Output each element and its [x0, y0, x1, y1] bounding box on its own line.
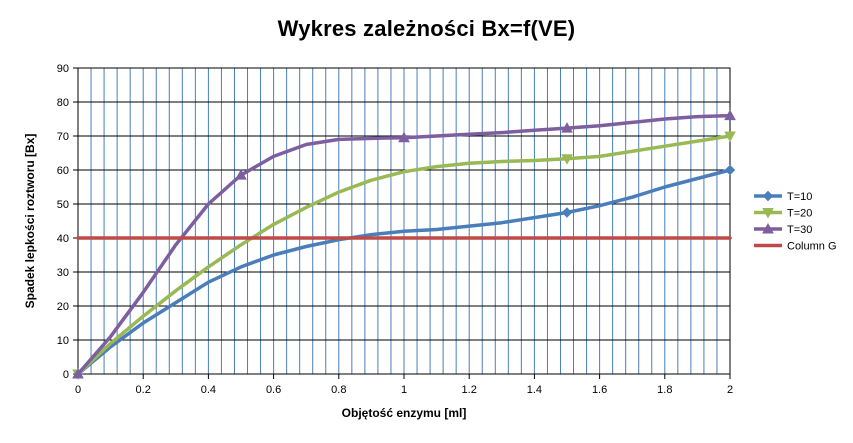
legend-label-t-30: T=30 — [787, 224, 812, 236]
legend-marker-t-10 — [762, 190, 774, 202]
axis-layer: 0 10 20 30 40 50 60 70 80 90 0 0.2 0.4 0.6 0.8 1 1.2 1.4 1… — [57, 63, 733, 396]
legend-marker-t-20 — [762, 208, 774, 219]
series-t-30 — [72, 109, 736, 379]
data-point-t-30 — [235, 169, 247, 180]
y-tick-label: 30 — [57, 267, 69, 279]
y-tick-label: 80 — [57, 97, 69, 109]
legend-label-t-20: T=20 — [787, 208, 812, 220]
data-point-t-30 — [724, 109, 736, 121]
legend-item-t-20: T=20 — [754, 208, 812, 220]
x-tick-label: 1.4 — [527, 384, 542, 396]
legend-item-column-g: Column G — [754, 241, 837, 253]
legend-label-t-10: T=10 — [787, 191, 812, 203]
y-tick-label: 50 — [57, 199, 69, 211]
y-tick-label: 70 — [57, 131, 69, 143]
series-layer — [72, 109, 736, 381]
x-tick-label: 0.6 — [266, 384, 281, 396]
data-point-t-20 — [724, 131, 736, 143]
x-tick-label: 1.6 — [592, 384, 607, 396]
data-point-t-30 — [72, 367, 84, 379]
x-tick-label: 0.2 — [136, 384, 151, 396]
series-line-t-10 — [76, 168, 732, 376]
x-tick-label: 0.8 — [331, 384, 346, 396]
data-point-t-10 — [724, 164, 736, 176]
series-line-t-20 — [76, 134, 732, 376]
y-tick-label: 90 — [57, 63, 69, 75]
y-tick-label: 10 — [57, 335, 69, 347]
y-axis-title: Spadek lepkości roztworu [Bx] — [23, 134, 37, 309]
data-point-t-20 — [561, 154, 573, 165]
x-tick-label: 0.4 — [201, 384, 216, 396]
y-tick-label: 60 — [57, 165, 69, 177]
legend-item-t-10: T=10 — [754, 190, 812, 203]
x-axis-title: Objętość enzymu [ml] — [342, 406, 467, 420]
x-tick-label: 1 — [401, 384, 407, 396]
x-tick-label: 1.8 — [657, 384, 672, 396]
data-point-t-30 — [561, 122, 573, 133]
y-tick-label: 0 — [63, 369, 69, 381]
x-tick-label: 2 — [727, 384, 733, 396]
legend: T=10 T=20 T=30 Column G — [754, 190, 837, 253]
legend-marker-t-30 — [762, 222, 774, 234]
x-tick-label: 0 — [75, 384, 81, 396]
x-tick-label: 1.2 — [462, 384, 477, 396]
data-point-t-30 — [398, 131, 410, 143]
chart-title: Wykres zależności Bx=f(VE) — [277, 16, 576, 41]
legend-item-t-30: T=30 — [754, 222, 812, 236]
grid-layer — [78, 68, 730, 374]
y-tick-label: 20 — [57, 301, 69, 313]
legend-label-column-g: Column G — [787, 241, 837, 253]
data-point-t-10 — [561, 207, 573, 218]
y-tick-label: 40 — [57, 233, 69, 245]
